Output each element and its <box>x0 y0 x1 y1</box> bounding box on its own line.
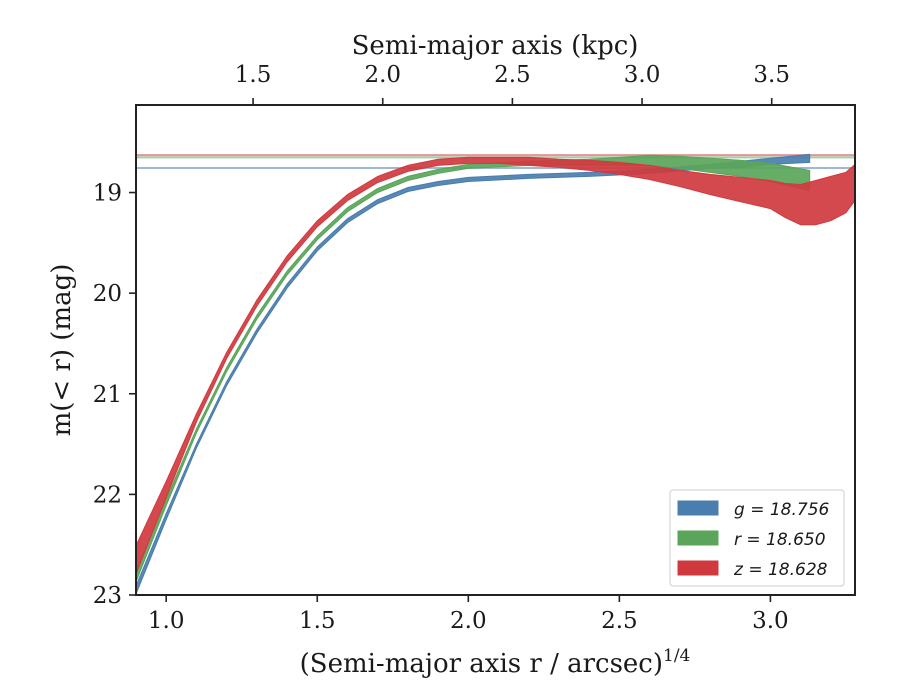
legend-label-g: g = 18.756 <box>734 500 830 520</box>
x2-tick-label-2: 2.5 <box>494 62 531 88</box>
legend-label-z: z = 18.628 <box>733 560 828 580</box>
series-band-0 <box>136 153 811 595</box>
series-group <box>136 153 855 595</box>
y-tick-label-1: 20 <box>93 281 122 307</box>
legend-swatch-g <box>677 500 719 516</box>
plot-area <box>136 153 855 595</box>
left-axis-title: m(< r) (mag) <box>47 264 77 437</box>
bottom-axis-title-superscript: 1/4 <box>663 646 690 666</box>
legend: g = 18.756 r = 18.650 z = 18.628 <box>669 489 845 587</box>
top-axis-title: Semi-major axis (kpc) <box>352 31 639 61</box>
y-tick-label-0: 19 <box>93 181 122 207</box>
x-tick-label-1: 1.5 <box>299 608 336 634</box>
bottom-axis-title: (Semi-major axis r / arcsec)1/4 <box>300 646 691 679</box>
y-tick-label-3: 22 <box>93 482 122 508</box>
x-tick-label-3: 2.5 <box>601 608 638 634</box>
legend-swatch-z <box>677 560 719 576</box>
x-tick-label-2: 2.0 <box>450 608 487 634</box>
y-tick-label-4: 23 <box>93 583 122 609</box>
x-tick-label-4: 3.0 <box>752 608 789 634</box>
legend-label-r: r = 18.650 <box>734 530 826 550</box>
x2-tick-label-3: 3.0 <box>624 62 661 88</box>
series-band-2 <box>136 156 855 575</box>
x2-tick-label-0: 1.5 <box>235 62 272 88</box>
legend-swatch-r <box>677 530 719 546</box>
axes: 1.0 1.5 2.0 2.5 3.0 19 20 21 22 23 1.5 2.0 2.5 3.0 3.5 <box>93 62 856 634</box>
x2-tick-label-4: 3.5 <box>753 62 790 88</box>
plot-frame <box>135 104 856 596</box>
x-tick-label-0: 1.0 <box>148 608 185 634</box>
y-tick-label-2: 21 <box>93 382 122 408</box>
bottom-axis-title-main: (Semi-major axis r / arcsec) <box>300 649 663 679</box>
x2-tick-label-1: 2.0 <box>364 62 401 88</box>
